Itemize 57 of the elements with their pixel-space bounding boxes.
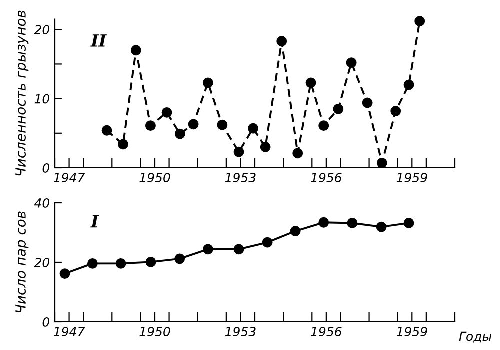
point bbox=[88, 258, 98, 269]
point bbox=[290, 226, 301, 236]
x-tick-label: 1947 bbox=[54, 327, 86, 337]
y-axis-title: Число пар сов bbox=[16, 212, 29, 313]
x-tick-label: 1953 bbox=[225, 327, 256, 337]
point bbox=[248, 123, 258, 134]
point bbox=[188, 119, 199, 130]
point bbox=[260, 142, 271, 152]
y-tick-label: 40 bbox=[34, 198, 50, 208]
point bbox=[347, 218, 358, 228]
point bbox=[318, 120, 330, 132]
point bbox=[146, 256, 156, 268]
x-tick-label: 1959 bbox=[396, 327, 428, 337]
point bbox=[376, 222, 387, 232]
point bbox=[217, 120, 228, 130]
point bbox=[102, 125, 112, 136]
y-tick-label: 20 bbox=[34, 25, 50, 35]
x-tick-label: 1950 bbox=[140, 327, 170, 337]
point bbox=[262, 237, 273, 248]
annotation: II bbox=[90, 34, 108, 47]
point bbox=[234, 146, 244, 158]
annotation: I bbox=[90, 215, 100, 228]
point bbox=[162, 107, 172, 118]
point bbox=[118, 139, 128, 150]
point bbox=[414, 16, 426, 27]
x-tick-label: 1956 bbox=[311, 327, 342, 337]
x-tick-label: 1953 bbox=[225, 173, 256, 183]
point bbox=[362, 98, 373, 108]
y-tick-label: 10 bbox=[34, 94, 50, 104]
point bbox=[404, 218, 414, 228]
x-tick-label: 1950 bbox=[140, 173, 170, 183]
point bbox=[404, 80, 414, 90]
point bbox=[234, 244, 244, 255]
point bbox=[376, 158, 388, 168]
y-tick-label: 0 bbox=[42, 163, 50, 173]
point bbox=[116, 258, 126, 269]
point bbox=[130, 45, 142, 56]
y-tick-label: 0 bbox=[42, 317, 50, 327]
point bbox=[202, 244, 214, 255]
point bbox=[202, 78, 214, 88]
point bbox=[318, 217, 330, 228]
y-tick-label: 20 bbox=[34, 258, 50, 268]
point bbox=[276, 36, 288, 47]
point bbox=[174, 254, 186, 264]
point bbox=[292, 148, 304, 159]
point bbox=[306, 78, 316, 88]
point bbox=[60, 268, 70, 280]
point bbox=[346, 58, 357, 68]
x-tick-label: 1956 bbox=[311, 173, 342, 183]
point bbox=[390, 106, 402, 116]
point bbox=[174, 128, 186, 140]
point bbox=[146, 120, 156, 132]
x-axis-title: Годы bbox=[459, 332, 492, 343]
x-tick-label: 1947 bbox=[54, 173, 86, 183]
point bbox=[333, 104, 344, 114]
x-tick-label: 1959 bbox=[396, 173, 428, 183]
y-axis-title: Численность грызунов bbox=[16, 10, 29, 176]
